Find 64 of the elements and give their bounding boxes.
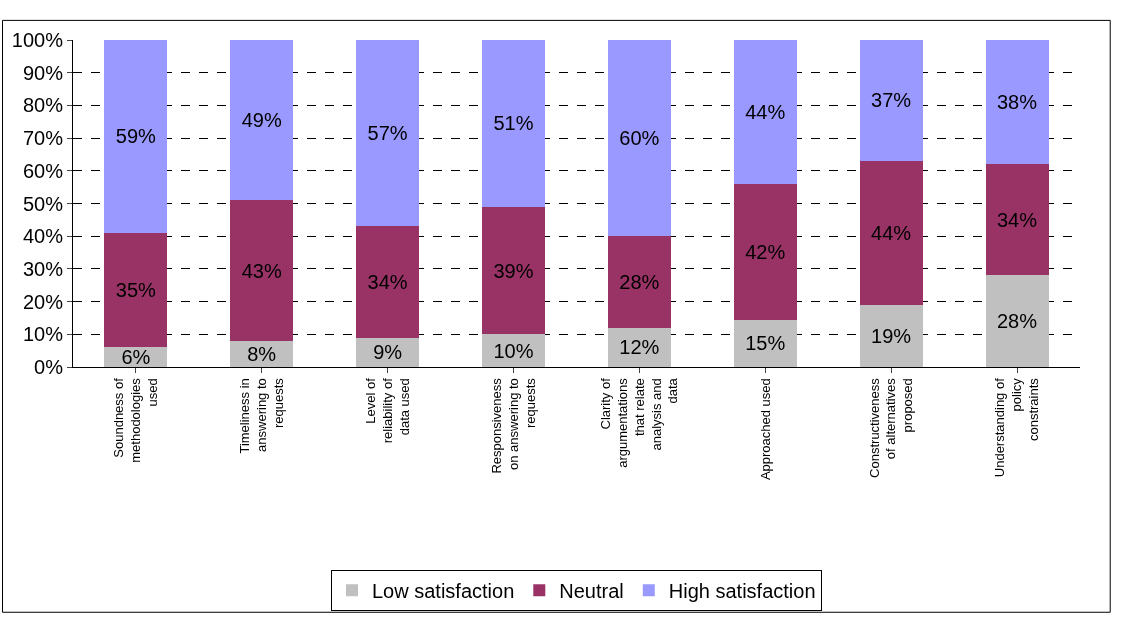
bar [607, 236, 671, 328]
bar [607, 40, 671, 237]
y-tick-label: 90% [22, 61, 64, 84]
legend-label: High satisfaction [668, 580, 816, 603]
data-label: 19% [871, 324, 912, 347]
bar [985, 275, 1049, 367]
y-tick-label: 50% [22, 192, 64, 215]
bar [104, 232, 168, 348]
data-label: 6% [121, 346, 151, 369]
data-label: 35% [115, 279, 157, 302]
data-label: 49% [241, 109, 282, 132]
data-label: 43% [241, 259, 282, 282]
y-tick-label: 70% [22, 127, 64, 150]
data-label: 39% [493, 259, 534, 282]
x-tick-label: Understanding of policy constraints [992, 377, 1042, 478]
x-tick-label: Soundness of methodologies used [111, 377, 161, 463]
data-label: 28% [619, 270, 660, 293]
x-tick-label: Clarity of argumentations that relate analysis and data [597, 377, 681, 468]
y-tick-label: 100% [11, 29, 64, 51]
bar [104, 40, 168, 233]
x-tick-label: Responsiveness on answering to requests [488, 377, 538, 474]
data-label: 9% [373, 341, 403, 364]
data-label: 15% [745, 332, 786, 355]
data-label: 37% [871, 89, 912, 112]
data-label: 60% [619, 127, 660, 150]
bar [482, 40, 546, 207]
x-tick-label: Timeliness in answering to requests [237, 377, 286, 454]
data-label: 44% [745, 100, 786, 123]
bar [733, 40, 797, 184]
bar [859, 40, 923, 161]
data-label: 51% [493, 112, 534, 135]
bar [733, 183, 797, 320]
bar [230, 200, 294, 341]
y-tick-label: 80% [22, 94, 64, 117]
y-tick-label: 20% [22, 290, 64, 313]
y-tick-label: 40% [22, 225, 64, 248]
x-tick-label: Approached used [757, 378, 773, 481]
y-tick-label: 30% [22, 257, 64, 280]
data-label: 38% [996, 91, 1038, 114]
legend-label: Neutral [559, 580, 624, 603]
data-label: 12% [619, 336, 660, 359]
bar [859, 304, 923, 367]
data-label: 28% [996, 310, 1038, 333]
bar [356, 40, 420, 227]
data-label: 10% [493, 339, 534, 362]
data-label: 57% [367, 122, 408, 145]
x-tick-label: Constructiveness of alternatives proposed [866, 377, 916, 478]
data-label: 44% [871, 221, 912, 244]
legend-label: Low satisfaction [372, 580, 515, 603]
y-tick-label: 10% [22, 323, 64, 346]
bar [985, 164, 1049, 276]
y-tick-label: 0% [34, 356, 64, 378]
data-label: 42% [745, 240, 786, 263]
bar [482, 206, 546, 335]
data-label: 34% [367, 270, 408, 293]
bar [356, 226, 420, 338]
data-label: 34% [996, 208, 1038, 231]
data-label: 8% [247, 342, 277, 365]
data-label: 59% [115, 125, 157, 148]
bar [859, 160, 923, 305]
y-tick-label: 60% [22, 159, 64, 182]
x-tick-label: Level of reliability of data used [363, 377, 412, 444]
bar [985, 40, 1049, 165]
bar [230, 40, 294, 201]
